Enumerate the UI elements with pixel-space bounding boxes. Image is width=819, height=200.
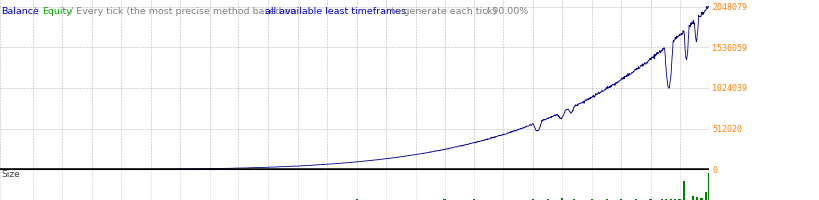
Bar [708,173,709,200]
Bar [677,199,680,200]
Bar [669,199,671,200]
Text: Balance: Balance [2,7,39,16]
Bar [355,199,358,200]
Bar [605,199,607,200]
Bar [560,198,563,200]
Bar [532,199,533,200]
Text: / Every tick (the most precise method based on: / Every tick (the most precise method ba… [67,7,299,16]
Bar [546,199,549,200]
Text: all available least timeframes: all available least timeframes [265,7,405,16]
Text: Equity: Equity [43,7,72,16]
Bar [660,199,663,200]
Text: /: / [30,7,39,16]
Bar [699,198,702,200]
Bar [695,197,697,200]
Bar [443,199,445,200]
Bar [690,196,693,200]
Bar [473,199,475,200]
Bar [572,199,575,200]
Bar [634,199,636,200]
Bar [619,199,621,200]
Text: / 90.00%: / 90.00% [482,7,527,16]
Bar [649,199,651,200]
Text: to generate each tick): to generate each tick) [387,7,496,16]
Bar [682,181,684,200]
Bar [664,199,667,200]
Bar [704,192,706,200]
Text: Size: Size [2,170,20,179]
Bar [590,199,592,200]
Bar [673,199,676,200]
